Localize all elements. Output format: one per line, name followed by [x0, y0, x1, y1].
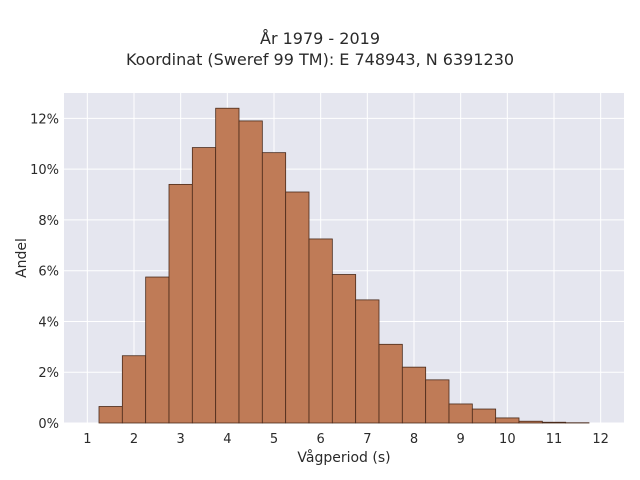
x-tick-label: 10: [499, 432, 516, 447]
x-tick-labels: 1 2 3 4 5 6 7 8 9 10 11 12: [83, 432, 609, 447]
chart-title-block: År 1979 - 2019 Koordinat (Sweref 99 TM):…: [0, 28, 640, 70]
histogram-bar: [425, 379, 450, 424]
x-axis-label: Vågperiod (s): [297, 449, 390, 466]
x-tick-label: 12: [592, 432, 609, 447]
x-tick-label: 1: [83, 432, 91, 447]
y-tick-label: 8%: [38, 214, 59, 229]
chart-title: År 1979 - 2019: [260, 29, 380, 48]
y-gridlines: [64, 117, 624, 424]
x-tick-label: 9: [457, 432, 465, 447]
x-tick-label: 3: [177, 432, 185, 447]
histogram-bar: [355, 299, 380, 424]
histogram-bar: [168, 183, 193, 424]
histogram-bar: [285, 191, 310, 424]
y-tick-label: 12%: [30, 112, 59, 127]
bars: [98, 107, 590, 424]
histogram-bar: [541, 421, 567, 424]
histogram-bar: [145, 276, 170, 424]
histogram-bar: [98, 406, 123, 424]
y-tick-label: 2%: [38, 366, 59, 381]
y-tick-labels: 0% 2% 4% 6% 8% 10% 12%: [30, 112, 59, 432]
x-tick-label: 7: [363, 432, 371, 447]
y-axis-label: Andel: [14, 238, 30, 278]
histogram-bar: [378, 343, 403, 424]
histogram-bar: [121, 355, 147, 424]
histogram-bar: [308, 238, 333, 424]
histogram-bar: [518, 420, 543, 424]
histogram-bar: [401, 366, 427, 424]
y-tick-label: 4%: [38, 315, 59, 330]
histogram-bar: [495, 417, 520, 424]
x-tick-label: 6: [317, 432, 325, 447]
chart-subtitle: Koordinat (Sweref 99 TM): E 748943, N 63…: [125, 50, 515, 69]
histogram-bar: [331, 274, 357, 424]
x-tick-label: 4: [223, 432, 231, 447]
histogram-bar: [215, 107, 240, 424]
y-tick-label: 10%: [30, 163, 59, 178]
histogram-bar: [471, 408, 497, 424]
x-tick-label: 8: [410, 432, 418, 447]
histogram-bar: [261, 152, 287, 424]
x-tick-label: 5: [270, 432, 278, 447]
x-tick-label: 2: [130, 432, 138, 447]
y-tick-label: 6%: [38, 265, 59, 280]
y-tick-label: 0%: [38, 417, 59, 432]
histogram-bar: [191, 147, 217, 424]
histogram-bar: [448, 403, 473, 424]
x-tick-label: 11: [546, 432, 563, 447]
histogram-bar: [238, 120, 263, 424]
